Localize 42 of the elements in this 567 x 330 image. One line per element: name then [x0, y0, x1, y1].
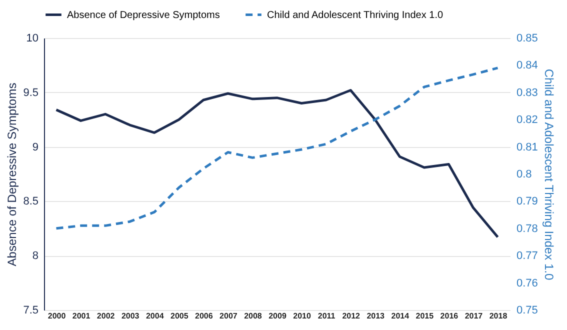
x-tick-label: 2009: [268, 312, 287, 320]
x-tick-label: 2000: [48, 312, 66, 320]
x-tick-label: 2018: [489, 312, 508, 320]
x-tick-label: 2010: [293, 312, 312, 320]
x-tick-label: 2014: [391, 312, 410, 320]
x-tick-label: 2003: [121, 312, 140, 320]
x-tick-label: 2017: [464, 312, 484, 320]
x-tick-label: 2005: [170, 312, 189, 320]
x-tick-label: 2013: [366, 312, 386, 320]
x-tick-label: 2002: [96, 312, 116, 320]
x-tick-label: 2004: [146, 312, 164, 320]
x-tick-label: 2015: [416, 312, 434, 320]
x-tick-label: 2016: [440, 312, 459, 320]
line-series: [55, 88, 499, 238]
x-tick-label: 2006: [195, 312, 214, 320]
x-tick-label: 2001: [72, 312, 91, 320]
y-tick-label: 8.5: [23, 196, 38, 208]
y2-tick-label: 0.76: [516, 277, 538, 290]
x-tick-label: 2011: [318, 312, 336, 320]
line-series: [55, 66, 499, 230]
y-tick-label: 8: [32, 250, 38, 262]
x-tick-label: 2008: [244, 312, 262, 320]
y2-tick-label: 0.83: [516, 86, 538, 99]
y2-tick-label: 0.75: [516, 304, 538, 316]
y-tick-label: 9: [32, 141, 38, 154]
x-tick-label: 2007: [220, 312, 238, 320]
y2-tick-label: 0.8: [516, 168, 532, 180]
y2-tick-label: 0.78: [516, 222, 538, 235]
y2-tick-label: 0.82: [516, 114, 538, 126]
y2-tick-label: 0.79: [516, 196, 538, 208]
x-tick-label: 2012: [342, 312, 361, 320]
y-tick-label: 10: [26, 32, 38, 44]
legend-label: Child and Adolescent Thriving Index 1.0: [267, 10, 444, 21]
y2-tick-label: 0.85: [516, 32, 538, 44]
y2-axis-title: Child and Adolescent Thriving Index 1.0: [542, 68, 556, 280]
y-tick-label: 7.5: [23, 304, 38, 316]
y-axis-title: Absence of Depressive Symptoms: [5, 82, 20, 266]
y-tick-label: 9.5: [23, 86, 38, 99]
y2-tick-label: 0.81: [516, 141, 538, 154]
y2-tick-label: 0.84: [516, 60, 538, 72]
legend-label: Absence of Depressive Symptoms: [67, 10, 220, 21]
y2-tick-label: 0.77: [516, 250, 538, 262]
